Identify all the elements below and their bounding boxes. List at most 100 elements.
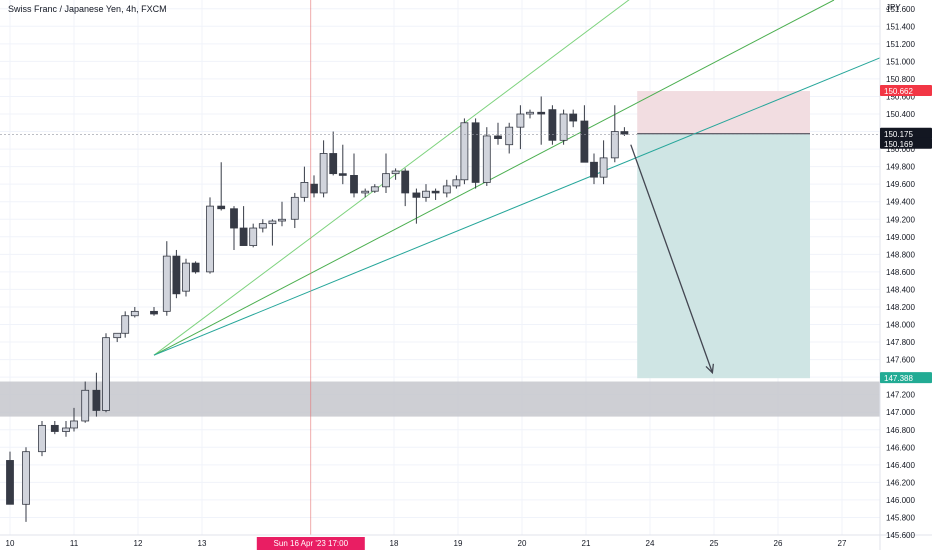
- candle[interactable]: [172, 249, 181, 299]
- candle[interactable]: [471, 118, 480, 189]
- candle[interactable]: [452, 175, 461, 189]
- candle[interactable]: [516, 105, 525, 150]
- candle[interactable]: [162, 241, 171, 316]
- candle[interactable]: [268, 219, 277, 246]
- price-axis-label: 148.200: [886, 303, 915, 312]
- candle[interactable]: [548, 105, 557, 145]
- candle[interactable]: [62, 420, 70, 437]
- candle[interactable]: [38, 420, 46, 457]
- price-axis-label: 150.000: [886, 145, 915, 154]
- short-position-target-zone[interactable]: [637, 133, 810, 379]
- candle[interactable]: [182, 258, 190, 297]
- candle[interactable]: [599, 140, 608, 185]
- candle[interactable]: [113, 332, 122, 343]
- candle[interactable]: [92, 372, 101, 417]
- candle[interactable]: [382, 153, 390, 193]
- candle[interactable]: [150, 306, 158, 316]
- overlay-layer: [0, 0, 880, 535]
- candle[interactable]: [50, 420, 59, 435]
- time-axis-label: 27: [838, 539, 847, 548]
- candle-body: [391, 170, 400, 175]
- candle-body: [92, 389, 101, 411]
- candle[interactable]: [230, 206, 238, 250]
- candle[interactable]: [361, 188, 370, 198]
- fan-trendline[interactable]: [153, 0, 835, 356]
- candle[interactable]: [130, 306, 139, 318]
- candle[interactable]: [329, 131, 338, 176]
- price-axis-label: 150.800: [886, 75, 915, 84]
- candle[interactable]: [300, 166, 309, 202]
- candle[interactable]: [505, 122, 514, 154]
- price-axis-currency: JPY: [886, 3, 901, 12]
- candle-body: [590, 161, 598, 178]
- candle-body: [162, 255, 171, 312]
- candle[interactable]: [569, 109, 578, 128]
- candle[interactable]: [6, 451, 14, 505]
- candle[interactable]: [258, 219, 267, 233]
- candle-body: [70, 420, 78, 429]
- price-axis-label: 151.000: [886, 57, 915, 66]
- crosshair-price-badge: 150.169: [884, 140, 913, 149]
- candle[interactable]: [482, 127, 491, 186]
- candle[interactable]: [422, 184, 430, 202]
- candle[interactable]: [442, 179, 451, 198]
- candle[interactable]: [559, 109, 568, 145]
- candle[interactable]: [290, 192, 299, 229]
- candle[interactable]: [70, 407, 78, 432]
- time-axis[interactable]: 10 11 12 13 18 19 20 21 24 25 26 27 Sun 16 Apr '23 1…: [6, 537, 847, 550]
- candle-body: [50, 424, 59, 432]
- price-axis-label: 145.600: [886, 531, 915, 540]
- fan-trendline[interactable]: [153, 57, 881, 356]
- candle[interactable]: [338, 144, 347, 185]
- candle[interactable]: [526, 109, 534, 119]
- candle[interactable]: [391, 168, 400, 180]
- time-axis-label: 10: [6, 539, 15, 548]
- time-axis-label: 25: [710, 539, 719, 548]
- candle[interactable]: [249, 223, 258, 248]
- candle-body: [81, 389, 90, 422]
- candle-body: [505, 126, 514, 146]
- candle[interactable]: [610, 105, 619, 163]
- candle-body: [191, 262, 200, 273]
- candle[interactable]: [590, 153, 598, 185]
- candle[interactable]: [217, 162, 226, 211]
- candle-body: [516, 113, 525, 128]
- candle[interactable]: [239, 206, 248, 246]
- support-zone[interactable]: [0, 381, 880, 417]
- candle[interactable]: [191, 261, 200, 274]
- candle[interactable]: [370, 184, 379, 193]
- candle[interactable]: [494, 122, 502, 145]
- candle[interactable]: [412, 188, 421, 224]
- price-axis-label: 146.200: [886, 478, 915, 487]
- time-axis-label: 26: [774, 539, 783, 548]
- candle-body: [102, 337, 110, 411]
- candle[interactable]: [102, 333, 110, 413]
- candle-body: [290, 196, 299, 220]
- candle[interactable]: [537, 96, 546, 145]
- candle[interactable]: [431, 188, 440, 200]
- candle[interactable]: [580, 105, 589, 163]
- candle[interactable]: [350, 153, 358, 198]
- fan-trendline[interactable]: [153, 0, 746, 356]
- candle[interactable]: [81, 381, 90, 423]
- candle[interactable]: [206, 197, 214, 274]
- candle[interactable]: [401, 168, 410, 207]
- candle[interactable]: [319, 140, 328, 198]
- forecast-arrow-head: [705, 363, 715, 375]
- price-axis-label: 146.000: [886, 496, 915, 505]
- candle[interactable]: [460, 118, 469, 185]
- price-axis-label: 147.200: [886, 391, 915, 400]
- candle[interactable]: [22, 447, 30, 522]
- candle[interactable]: [278, 201, 286, 227]
- forecast-arrow-line[interactable]: [630, 144, 714, 373]
- candles-layer: [6, 96, 629, 522]
- stop-price-badge-bg: [880, 85, 932, 97]
- time-axis-label: 18: [390, 539, 399, 548]
- candle[interactable]: [121, 311, 130, 338]
- candle-body: [537, 111, 546, 115]
- price-axis-label: 148.000: [886, 321, 915, 330]
- candle-body: [370, 186, 379, 192]
